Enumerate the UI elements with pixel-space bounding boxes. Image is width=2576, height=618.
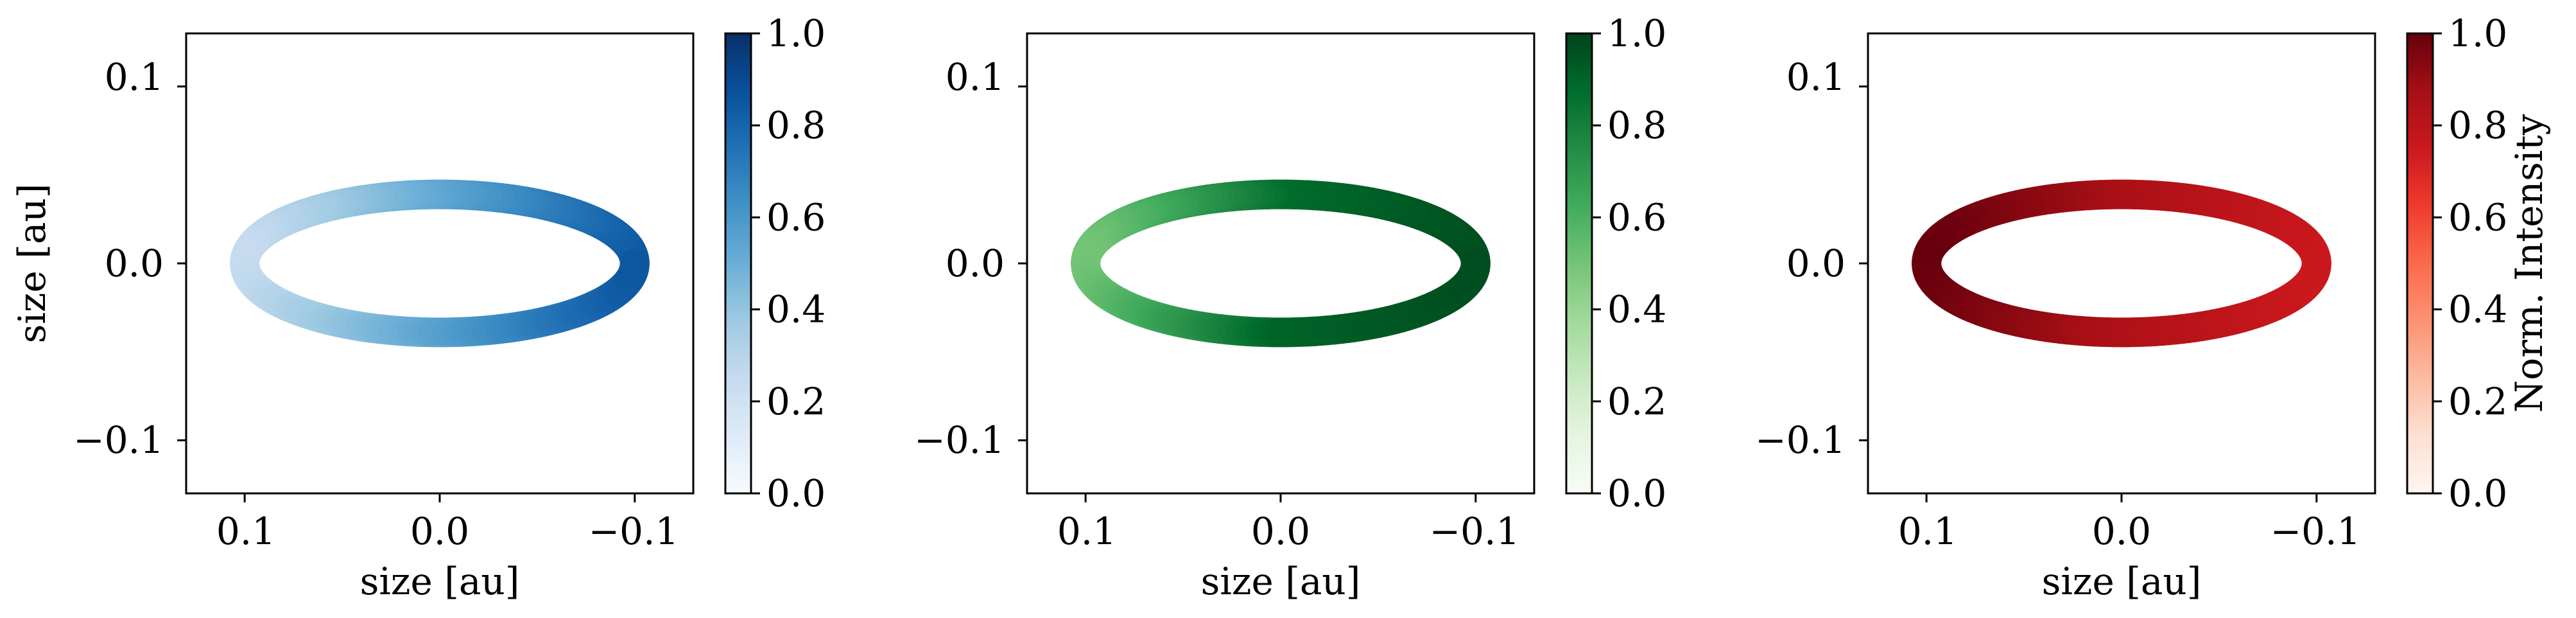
ytick-label-top: 0.1: [1786, 55, 1846, 99]
axis-ticks: [177, 85, 636, 502]
colorbar-tick-label: 0.8: [1607, 103, 1666, 147]
colorbar: [1565, 32, 1593, 495]
ring-plot: [1071, 179, 1491, 348]
xtick-label-left: 0.1: [216, 509, 275, 553]
colorbar-tick-label: 0.0: [2448, 472, 2507, 515]
xtick-label-right: −0.1: [2270, 509, 2361, 553]
xtick-label-right: −0.1: [1430, 509, 1520, 553]
xtick-label-mid: 0.0: [410, 509, 469, 553]
colorbar-ticks: 0.0 0.2 0.4 0.6 0.8 1.0: [1592, 12, 1666, 515]
x-axis-label: size [au]: [2042, 560, 2202, 603]
colorbar-tick-label: 0.2: [766, 380, 826, 423]
colorbar-ticks: 0.0 0.2 0.4 0.6 0.8 1.0: [2433, 12, 2507, 515]
ytick-label-top: 0.1: [946, 55, 1005, 99]
colorbar-label: Norm. Intensity: [2507, 114, 2551, 412]
colorbar-tick-label: 0.0: [1607, 472, 1666, 515]
colorbar-ticks: 0.0 0.2 0.4 0.6 0.8 1.0: [751, 12, 826, 515]
ring-plot: [230, 179, 650, 348]
axis-ticks: [1859, 85, 2318, 502]
colorbar-tick-label: 0.6: [766, 195, 826, 239]
ytick-label-mid: 0.0: [105, 242, 164, 285]
panel-greens: 0.1 0.0 −0.1 0.1 0.0 −0.1 size [au] 0.00…: [914, 12, 1666, 603]
xtick-label-mid: 0.0: [2092, 509, 2151, 553]
ytick-label-bottom: −0.1: [1755, 418, 1846, 462]
xtick-label-left: 0.1: [1057, 509, 1116, 553]
xtick-label-mid: 0.0: [1251, 509, 1310, 553]
ytick-label-mid: 0.0: [946, 242, 1005, 285]
xtick-label-right: −0.1: [589, 509, 679, 553]
colorbar-tick-label: 1.0: [766, 12, 826, 55]
x-axis-label: size [au]: [360, 560, 520, 603]
colorbar-tick-label: 0.4: [1607, 288, 1666, 331]
colorbar-tick-label: 1.0: [1607, 12, 1666, 55]
axis-ticks: [1018, 85, 1477, 502]
colorbar-tick-label: 0.2: [1607, 380, 1666, 423]
ytick-label-bottom: −0.1: [914, 418, 1005, 462]
colorbar: [724, 32, 752, 495]
colorbar: [2406, 32, 2434, 495]
colorbar-tick-label: 0.0: [766, 472, 826, 515]
panel-reds: 0.1 0.0 −0.1 0.1 0.0 −0.1 size [au] 0.00…: [1755, 12, 2551, 603]
panel-blues: 0.1 0.0 −0.1 0.1 0.0 −0.1 size [au] size…: [10, 12, 826, 603]
ytick-label-mid: 0.0: [1786, 242, 1846, 285]
y-axis-label: size [au]: [10, 184, 54, 344]
colorbar-tick-label: 1.0: [2448, 12, 2507, 55]
colorbar-tick-label: 0.6: [1607, 195, 1666, 239]
colorbar-tick-label: 0.8: [766, 103, 826, 147]
colorbar-tick-label: 0.2: [2448, 380, 2507, 423]
ring-plot: [1912, 179, 2331, 348]
plot-area-frame: [185, 32, 695, 495]
plot-area-frame: [1026, 32, 1535, 495]
xtick-label-left: 0.1: [1898, 509, 1957, 553]
colorbar-tick-label: 0.4: [2448, 288, 2507, 331]
ytick-label-top: 0.1: [105, 55, 164, 99]
colorbar-tick-label: 0.6: [2448, 195, 2507, 239]
x-axis-label: size [au]: [1201, 560, 1361, 603]
colorbar-tick-label: 0.8: [2448, 103, 2507, 147]
ytick-label-bottom: −0.1: [73, 418, 164, 462]
colorbar-tick-label: 0.4: [766, 288, 826, 331]
plot-area-frame: [1867, 32, 2376, 495]
